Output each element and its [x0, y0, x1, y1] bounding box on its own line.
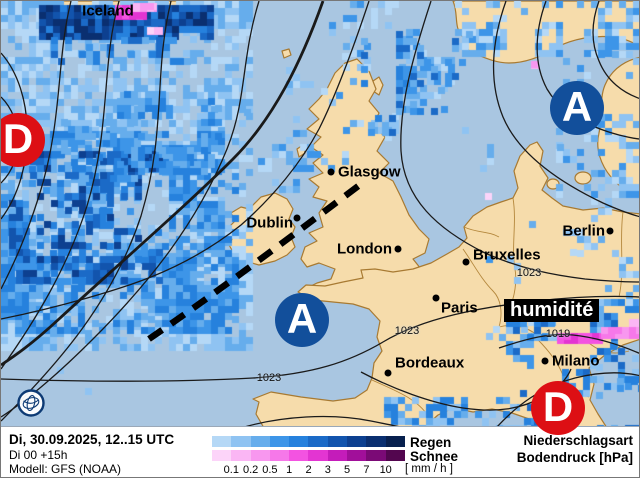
scale-segment: [269, 436, 290, 447]
city-dot-glasgow: [327, 168, 335, 176]
threshold-value: 10: [379, 464, 392, 476]
isobar-value-label: 1023: [394, 325, 420, 337]
region-label-iceland: Iceland: [82, 2, 134, 20]
map-labels: Iceland Glasgow Dublin London Bruxelles Paris…: [1, 1, 639, 428]
model-name: Modell: GFS (NOAA): [9, 462, 122, 476]
valid-time: Di, 30.09.2025, 12..15 UTC: [9, 432, 175, 447]
scale-segment: [250, 436, 270, 447]
scale-segment: [269, 450, 290, 461]
threshold-value: 0.5: [262, 464, 278, 476]
high-pressure-symbol: A: [275, 293, 329, 347]
scale-segment: [327, 436, 348, 447]
city-label-milano: Milano: [552, 352, 600, 370]
isobar-layer: [1, 1, 639, 428]
threshold-value: 7: [363, 464, 370, 476]
scale-segment: [250, 450, 270, 461]
scale-segment: [347, 436, 367, 447]
scale-segment: [385, 436, 405, 447]
city-label-bordeaux: Bordeaux: [395, 354, 465, 372]
threshold-value: 1: [286, 464, 293, 476]
precipitation-scale: 0.1 0.2 0.5 1 2 3 5 7 10: [212, 436, 405, 476]
scale-segment: [212, 436, 232, 447]
scale-segment: [385, 450, 405, 461]
occluded-front-line: [147, 181, 363, 342]
isobars: [1, 1, 639, 428]
legend-run-info: Di, 30.09.2025, 12..15 UTC Di 00 +15h Mo…: [9, 431, 174, 476]
city-label-berlin: Berlin: [562, 222, 605, 240]
isobar-value-label: 1023: [256, 372, 282, 384]
city-dot-milano: [541, 357, 549, 365]
city-label-dublin: Dublin: [246, 214, 293, 232]
scale-segment: [231, 436, 251, 447]
globe-logo-icon[interactable]: [17, 389, 45, 417]
scale-segment: [366, 450, 386, 461]
threshold-value: 0.1: [223, 464, 239, 476]
isobar-thick: [1, 1, 325, 367]
weather-map: Iceland Glasgow Dublin London Bruxelles Paris…: [1, 1, 639, 428]
scale-segment: [289, 436, 309, 447]
pressure-label: Bodendruck [hPa]: [516, 450, 633, 465]
scale-segment: [212, 450, 232, 461]
scale-segment: [308, 436, 328, 447]
snow-scale-label: Schnee: [410, 449, 459, 464]
city-dot-london: [394, 245, 402, 253]
scale-segment: [327, 450, 348, 461]
city-label-bruxelles: Bruxelles: [473, 246, 541, 264]
city-label-glasgow: Glasgow: [338, 163, 401, 181]
city-dot-bordeaux: [384, 369, 392, 377]
humidity-overlay-label: humidité: [504, 299, 600, 322]
low-pressure-symbol: D: [531, 381, 585, 435]
scale-segment: [308, 450, 328, 461]
snow-color-scale: [212, 450, 405, 461]
precip-type-label: Niederschlagsart: [523, 433, 633, 448]
rain-scale-label: Regen: [410, 435, 452, 450]
threshold-value: 5: [344, 464, 351, 476]
city-dot-berlin: [606, 227, 614, 235]
threshold-value: 2: [305, 464, 312, 476]
legend-right-info: Niederschlagsart Bodendruck [hPa]: [517, 432, 633, 466]
threshold-value: 3: [324, 464, 331, 476]
scale-segment: [366, 436, 386, 447]
weather-front: [147, 181, 363, 342]
rain-color-scale: [212, 436, 405, 447]
threshold-value: 0.2: [242, 464, 259, 476]
scale-segment: [347, 450, 367, 461]
scale-segment: [289, 450, 309, 461]
model-run: Di 00 +15h: [9, 448, 68, 462]
isobar-value-label: 1023: [516, 267, 542, 279]
scale-segment: [231, 450, 251, 461]
isobar-value-label: 1019: [545, 328, 571, 340]
city-label-london: London: [337, 240, 392, 258]
legend-bar: Di, 30.09.2025, 12..15 UTC Di 00 +15h Mo…: [1, 426, 639, 477]
city-dot-paris: [432, 294, 440, 302]
high-pressure-symbol: A: [550, 81, 604, 135]
low-pressure-symbol: D: [1, 113, 45, 167]
city-dot-bruxelles: [462, 258, 470, 266]
city-dot-dublin: [293, 214, 301, 222]
scale-unit: [ mm / h ]: [405, 463, 453, 475]
scale-thresholds: 0.1 0.2 0.5 1 2 3 5 7 10: [212, 464, 405, 476]
city-label-paris: Paris: [441, 299, 478, 317]
